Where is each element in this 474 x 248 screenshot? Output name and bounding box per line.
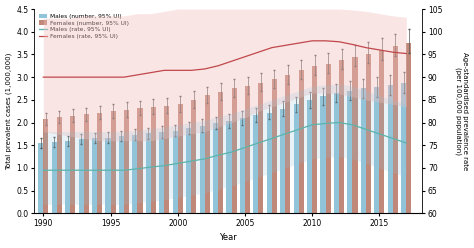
Bar xyxy=(388,85,393,213)
Bar xyxy=(280,109,285,213)
Bar xyxy=(299,70,304,213)
Bar xyxy=(326,63,331,213)
Bar xyxy=(320,96,326,213)
Bar xyxy=(164,106,169,213)
Bar xyxy=(52,142,57,213)
Bar xyxy=(92,138,97,213)
Bar xyxy=(57,117,62,213)
Bar xyxy=(334,93,339,213)
Bar xyxy=(178,104,183,213)
Bar xyxy=(191,100,196,213)
Y-axis label: Total prevalent cases (1,000,000): Total prevalent cases (1,000,000) xyxy=(6,53,12,170)
Bar xyxy=(132,135,137,213)
Bar xyxy=(393,46,398,213)
Bar xyxy=(137,108,143,213)
Bar xyxy=(253,115,258,213)
Bar xyxy=(146,133,151,213)
Bar xyxy=(200,126,205,213)
Bar xyxy=(151,107,156,213)
Bar xyxy=(79,139,83,213)
Bar xyxy=(231,89,237,213)
Bar xyxy=(38,143,43,213)
Bar xyxy=(124,110,129,213)
Bar xyxy=(258,83,264,213)
Bar xyxy=(406,43,411,213)
Bar xyxy=(353,57,357,213)
Bar xyxy=(339,60,344,213)
Bar xyxy=(213,124,218,213)
Bar xyxy=(43,119,48,213)
Bar xyxy=(366,54,371,213)
Bar xyxy=(119,136,124,213)
Bar xyxy=(307,100,312,213)
Bar xyxy=(293,104,299,213)
Bar xyxy=(361,89,366,213)
Bar xyxy=(186,128,191,213)
Bar xyxy=(240,118,245,213)
Bar xyxy=(110,111,116,213)
Bar xyxy=(105,138,110,213)
Bar xyxy=(379,50,384,213)
Bar xyxy=(401,83,406,213)
Bar xyxy=(267,113,272,213)
Bar xyxy=(312,66,317,213)
Bar xyxy=(97,113,102,213)
Y-axis label: Age-standardised prevalence rate
(per 100,000 population): Age-standardised prevalence rate (per 10… xyxy=(455,52,468,170)
Legend: Males (number, 95% UI), Females (number, 95% UI), Males (rate, 95% UI), Females : Males (number, 95% UI), Females (number,… xyxy=(37,12,131,41)
Bar xyxy=(70,116,75,213)
Bar xyxy=(83,114,89,213)
Bar xyxy=(173,131,178,213)
X-axis label: Year: Year xyxy=(219,233,237,243)
Bar xyxy=(272,79,277,213)
Bar xyxy=(218,92,223,213)
Bar xyxy=(159,132,164,213)
Bar xyxy=(245,86,250,213)
Bar xyxy=(285,75,291,213)
Bar xyxy=(347,91,353,213)
Bar xyxy=(374,87,379,213)
Bar xyxy=(205,95,210,213)
Bar xyxy=(227,121,231,213)
Bar xyxy=(65,141,70,213)
